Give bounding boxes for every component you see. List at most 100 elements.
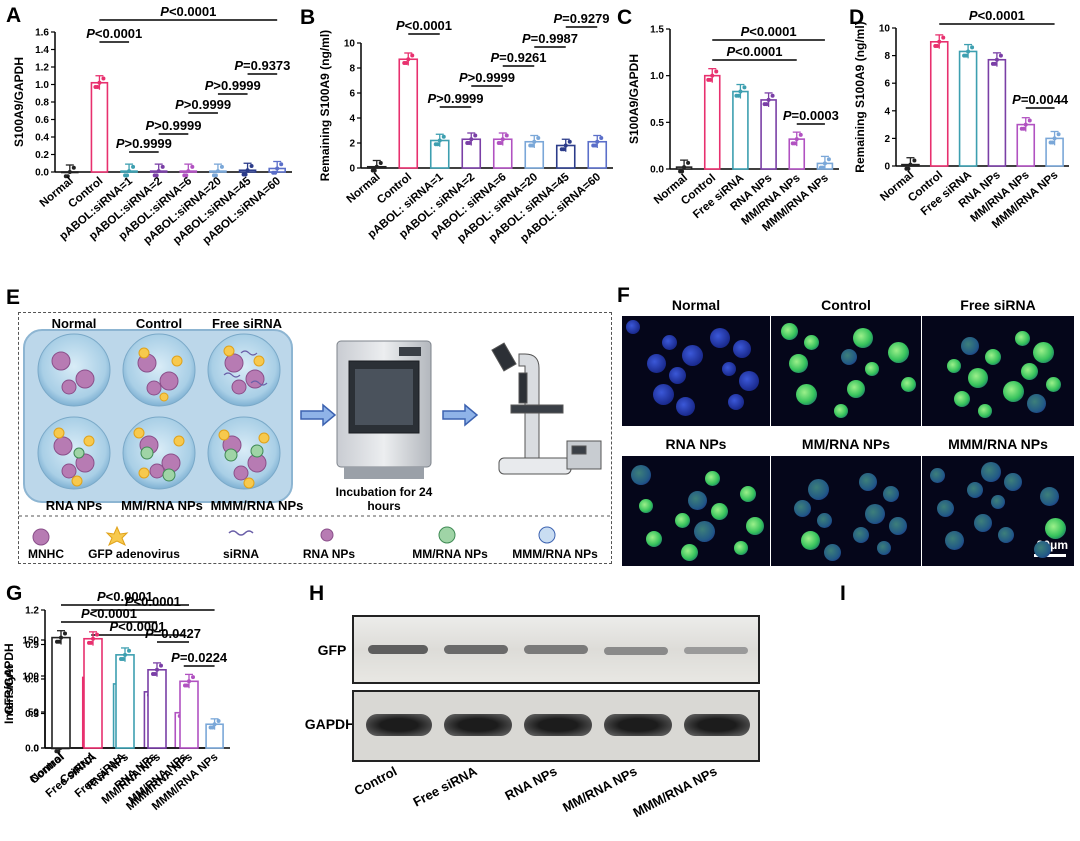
lane-label-mmm-rna-nps: MMM/RNA NPs: [631, 763, 720, 820]
gapdh-band-mmm-rna-nps: [684, 714, 750, 736]
data-point: [213, 173, 218, 178]
data-point: [935, 43, 940, 48]
panel-label-d: D: [849, 6, 865, 29]
data-point: [561, 147, 566, 152]
micro-label-rna-nps: RNA NPs: [665, 436, 727, 452]
p-value-label: P>0.9999: [205, 78, 261, 93]
micrograph-control: [771, 316, 921, 426]
y-tick-label: 6: [349, 89, 355, 100]
data-point: [212, 722, 217, 727]
data-point: [275, 166, 280, 171]
cell: [681, 345, 703, 367]
data-point: [504, 133, 509, 138]
cell: [853, 527, 870, 544]
y-tick-label: 1.5: [650, 25, 664, 36]
cell: [833, 404, 848, 419]
data-point: [160, 164, 165, 169]
data-point: [63, 631, 67, 636]
data-point: [219, 164, 224, 169]
chart-c: 0.00.51.01.5S100A9/GAPDHNormalControlFre…: [627, 24, 839, 234]
legend-gfp-adenovirus: GFP adenovirus: [88, 547, 180, 561]
data-point: [469, 137, 474, 142]
y-tick-label: 0.4: [35, 133, 49, 144]
y-tick-label: 2: [884, 134, 890, 145]
micrograph-mmm-rna-nps: 20μm: [922, 456, 1074, 566]
cell: [816, 513, 832, 529]
data-point: [153, 671, 157, 676]
y-axis-label: S100A9/GAPDH: [12, 57, 26, 147]
micrograph-mm-rna-nps: [771, 456, 921, 566]
data-point: [992, 61, 997, 66]
cell: [978, 404, 992, 419]
data-point: [435, 142, 440, 147]
data-point: [498, 141, 503, 145]
data-point: [190, 164, 195, 169]
p-value-label: P=0.9373: [234, 58, 290, 73]
micro-label-free-sirna: Free siRNA: [960, 297, 1036, 313]
blot-gfp: [352, 615, 760, 684]
y-tick-label: 1.4: [35, 45, 49, 56]
data-point: [154, 173, 159, 178]
cell: [795, 383, 817, 405]
data-point: [682, 165, 687, 170]
y-tick-label: 50: [28, 708, 40, 719]
data-point: [1023, 122, 1028, 127]
cell: [740, 485, 757, 502]
legend-mnhc: MNHC: [28, 547, 64, 561]
data-point: [473, 133, 478, 138]
lane-label-mm-rna-nps: MM/RNA NPs: [560, 763, 639, 815]
cell: [1003, 380, 1025, 402]
well-label-mmm-rna-nps: MMM/RNA NPs: [210, 498, 304, 513]
data-point: [536, 136, 541, 140]
p-value-label: P<0.0001: [969, 8, 1025, 23]
cell: [704, 471, 720, 487]
data-point: [65, 174, 70, 179]
cell: [968, 367, 989, 388]
data-point: [794, 137, 799, 142]
data-point: [243, 172, 248, 177]
data-point: [742, 85, 747, 90]
cell: [961, 336, 980, 355]
data-point: [127, 169, 132, 174]
lane-label-rna-nps: RNA NPs: [502, 763, 559, 803]
cell: [681, 544, 699, 562]
cell: [889, 517, 908, 536]
scale-bar: [1034, 554, 1066, 557]
cell: [1021, 363, 1039, 381]
y-tick-label: 1.2: [25, 606, 39, 617]
cell: [1033, 341, 1054, 363]
cell: [800, 530, 820, 550]
schematic-graphic: [19, 329, 611, 547]
bar: [147, 669, 167, 749]
lane-label-control: Control: [352, 763, 400, 798]
y-tick-label: 0.2: [35, 150, 49, 161]
panel-label-i: I: [840, 582, 846, 605]
gapdh-band-rna-nps: [524, 714, 592, 736]
cell: [864, 362, 879, 377]
y-axis-label: Remaining S100A9 (ng/ml): [318, 30, 332, 181]
bar: [115, 654, 135, 749]
bar: [398, 58, 419, 169]
data-point: [125, 173, 130, 178]
data-point: [59, 635, 63, 640]
cell: [807, 478, 829, 500]
well-label-control: Control: [135, 316, 183, 331]
bar: [987, 58, 1007, 167]
cell: [840, 349, 857, 366]
well-label-free-sirna: Free siRNA: [211, 316, 283, 331]
panel-label-b: B: [300, 6, 316, 29]
data-point: [89, 640, 93, 645]
blot-lane-labels: Control Free siRNA RNA NPs MM/RNA NPs MM…: [352, 763, 720, 820]
data-point: [994, 57, 999, 62]
cell: [859, 473, 878, 492]
data-point: [191, 675, 195, 680]
y-tick-label: 0.3: [25, 709, 39, 720]
gapdh-band-free-sirna: [444, 714, 512, 736]
blot-label-gapdh: GAPDH: [304, 716, 356, 732]
chart-a-plot: 0.00.20.40.60.81.01.21.41.6S100A9/GAPDHN…: [12, 4, 292, 247]
p-value-label: P<0.0001: [81, 606, 137, 621]
data-point: [249, 164, 254, 169]
bar: [760, 99, 777, 170]
